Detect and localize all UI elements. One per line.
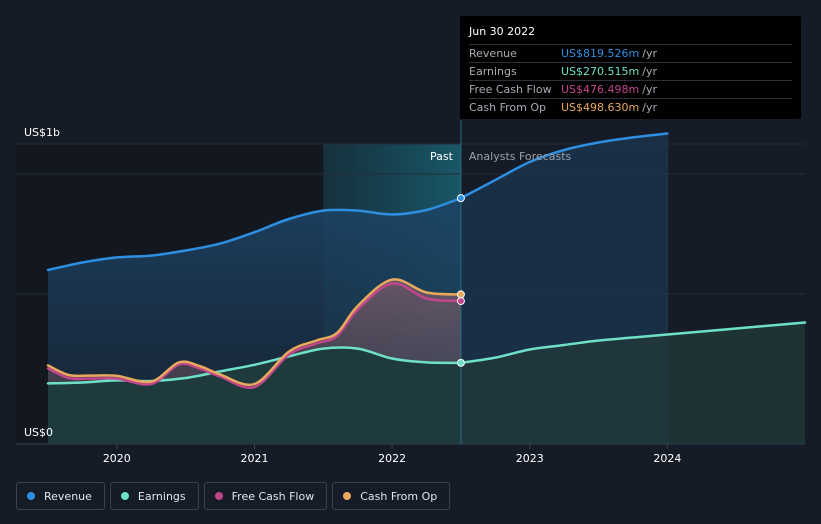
line-cash-from-op-past	[46, 278, 463, 387]
legend-label: Earnings	[137, 489, 186, 503]
chart-legend: Revenue Earnings Free Cash Flow Cash Fro…	[16, 482, 451, 510]
tooltip-row-earnings: Earnings US$270.515m /yr	[469, 62, 792, 80]
x-axis-ticks: 2020 2021 2022 2023 2024	[103, 444, 681, 465]
area-earnings-forecast	[460, 322, 805, 444]
line-free-cash-flow-past	[46, 282, 463, 389]
legend-item-cash-from-op[interactable]: Cash From Op	[332, 482, 451, 510]
tooltip-row-free-cash-flow: Free Cash Flow US$476.498m /yr	[469, 80, 792, 98]
tooltip-label: Cash From Op	[469, 101, 547, 114]
tooltip-unit: /yr	[642, 65, 657, 78]
tooltip-unit: /yr	[642, 83, 657, 96]
tooltip-value: US$498.630m	[561, 101, 640, 114]
x-tick-label: 2024	[653, 452, 681, 465]
area-earnings-past	[48, 347, 461, 444]
tooltip-value: US$819.526m	[561, 47, 640, 60]
point-cash-from-op	[456, 290, 465, 299]
x-tick-label: 2021	[240, 452, 268, 465]
legend-dot-icon	[343, 492, 352, 500]
tooltip-date: Jun 30 2022	[469, 25, 536, 38]
tooltip-label: Revenue	[469, 47, 517, 60]
line-earnings-forecast	[459, 321, 807, 365]
tooltip-unit: /yr	[642, 101, 657, 114]
data-tooltip: Jun 30 2022 Revenue US$819.526m /yr Earn…	[460, 16, 801, 119]
legend-label: Free Cash Flow	[231, 489, 315, 503]
line-revenue-past	[46, 196, 463, 272]
line-revenue-forecast	[459, 132, 669, 200]
point-earnings	[456, 358, 465, 367]
tooltip-unit: /yr	[642, 47, 657, 60]
forecast-label: Analysts Forecasts	[469, 150, 572, 163]
x-tick-label: 2022	[378, 452, 406, 465]
series-points	[456, 194, 465, 367]
y-axis-top-label: US$1b	[24, 126, 60, 139]
y-axis-zero-label: US$0	[24, 426, 53, 439]
tooltip-row-cash-from-op: Cash From Op US$498.630m /yr	[469, 98, 792, 116]
tooltip-label: Earnings	[469, 65, 517, 78]
legend-dot-icon	[214, 492, 223, 500]
series-lines	[46, 132, 807, 389]
legend-item-free-cash-flow[interactable]: Free Cash Flow	[203, 482, 328, 510]
line-earnings-past	[46, 346, 463, 385]
x-tick-label: 2020	[103, 452, 131, 465]
tooltip-value: US$270.515m	[561, 65, 640, 78]
legend-dot-icon	[27, 492, 35, 500]
legend-item-earnings[interactable]: Earnings	[109, 482, 199, 510]
point-free-cash-flow	[456, 297, 465, 306]
tooltip-label: Free Cash Flow	[469, 83, 552, 96]
tooltip-value: US$476.498m	[561, 83, 640, 96]
legend-label: Cash From Op	[360, 489, 438, 503]
tooltip-row-revenue: Revenue US$819.526m /yr	[469, 44, 792, 62]
legend-label: Revenue	[44, 489, 92, 503]
point-revenue	[456, 194, 465, 203]
past-label: Past	[430, 150, 454, 163]
legend-item-revenue[interactable]: Revenue	[16, 482, 105, 510]
legend-dot-icon	[120, 492, 129, 500]
x-tick-label: 2023	[516, 452, 544, 465]
